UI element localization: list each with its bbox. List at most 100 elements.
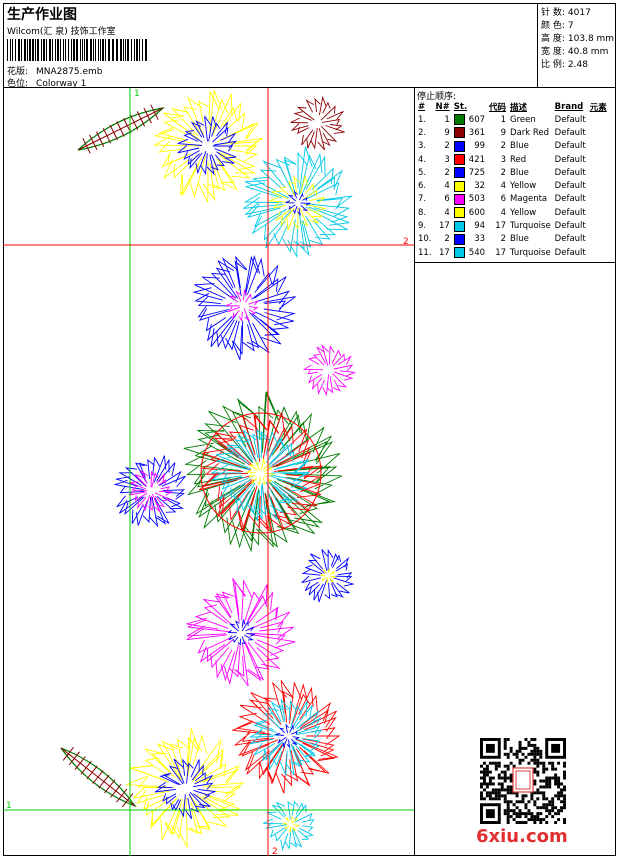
row-brand: Default xyxy=(554,234,586,245)
row-needle: 17 xyxy=(438,247,450,258)
flower-red-inner xyxy=(249,698,323,776)
row-code: 6 xyxy=(500,194,507,205)
row-swatch xyxy=(452,246,467,259)
row-description: Red xyxy=(510,154,527,165)
colorway-value: Colorway 1 xyxy=(36,79,87,89)
flower-large-turquoise xyxy=(211,428,310,523)
table-row: 2. 9 361 9 Dark Red Default xyxy=(416,126,609,139)
flower-blue-small-core xyxy=(320,568,337,585)
stat-width-label: 宽 度: xyxy=(541,47,565,57)
stat-scale-label: 比 例: xyxy=(541,60,565,70)
row-description: Magenta xyxy=(510,194,548,205)
color-swatch xyxy=(453,154,465,166)
flower-blue-small xyxy=(301,548,355,603)
flower-turquoise-top-core xyxy=(285,190,312,216)
row-brand: Default xyxy=(554,154,586,165)
color-swatch xyxy=(453,193,465,205)
flower-yellow-bottom xyxy=(126,728,244,848)
flower-large-red xyxy=(198,412,324,533)
table-row: 10. 2 33 2 Blue Default xyxy=(416,233,609,246)
row-element xyxy=(588,246,609,259)
row-brand: Default xyxy=(554,127,586,138)
row-index: 4. xyxy=(418,154,427,165)
design-file-line: 花版: MNA2875.emb xyxy=(7,64,102,77)
qr-code xyxy=(480,738,566,824)
guide-label-h1: 1 xyxy=(6,801,12,811)
row-swatch xyxy=(452,219,467,232)
flower-blue-core xyxy=(226,288,259,322)
embroidery-preview: 1 2 2 1 xyxy=(3,88,414,856)
row-index: 7. xyxy=(418,194,427,205)
row-swatch xyxy=(452,166,467,179)
color-swatch xyxy=(453,207,465,219)
row-stitches: 33 xyxy=(474,234,486,245)
row-stitches: 94 xyxy=(474,221,486,232)
watermark-logo: 6xiu.com xyxy=(476,826,568,847)
row-description: Dark Red xyxy=(510,127,550,138)
table-row: 9. 17 94 17 Turquoise Default xyxy=(416,219,609,232)
flower-turquoise-small xyxy=(263,800,315,852)
row-code: 1 xyxy=(500,114,507,125)
row-brand: Default xyxy=(554,141,586,152)
company-name: Wilcom(汇 泉) 技饰工作室 xyxy=(7,27,116,37)
flower-large-green xyxy=(183,391,342,553)
row-index: 9. xyxy=(418,221,427,232)
stat-scale: 比 例: 2.48 xyxy=(541,57,588,70)
row-needle: 2 xyxy=(444,234,450,245)
row-description: Yellow xyxy=(510,207,537,218)
row-index: 1. xyxy=(418,114,427,125)
row-needle: 4 xyxy=(444,207,450,218)
row-description: Blue xyxy=(510,167,529,178)
stat-stitches-value: 4017 xyxy=(567,8,591,18)
table-row: 8. 4 600 4 Yellow Default xyxy=(416,206,609,219)
table-header-row: # N# St. 代码 描述 Brand 元素 xyxy=(416,100,609,113)
guide-label-v1: 1 xyxy=(134,89,140,99)
stat-width-value: 40.8 mm xyxy=(567,47,609,57)
row-code: 17 xyxy=(495,221,507,232)
stat-height-label: 高 度: xyxy=(541,34,565,44)
stat-scale-value: 2.48 xyxy=(567,60,588,70)
row-swatch xyxy=(452,193,467,206)
design-stats: 针 数: 4017 颜 色: 7 高 度: 103.8 mm 宽 度: 40.8 mm … xyxy=(538,3,616,88)
col-stitches: St. xyxy=(453,101,468,112)
colorway-label: 色位: xyxy=(7,79,29,89)
row-description: Yellow xyxy=(510,181,537,192)
stat-height: 高 度: 103.8 mm xyxy=(541,31,614,44)
row-element xyxy=(588,206,609,219)
color-sequence-table: # N# St. 代码 描述 Brand 元素 1. 1 607 1 Green Defa… xyxy=(416,100,609,259)
row-element xyxy=(588,126,609,139)
row-description: Turquoise xyxy=(510,221,551,232)
row-swatch xyxy=(452,113,467,126)
flower-magenta-core xyxy=(227,618,256,646)
table-row: 4. 3 421 3 Red Default xyxy=(416,153,609,166)
guide-label-v2: 2 xyxy=(272,847,278,856)
color-swatch xyxy=(453,180,465,192)
row-stitches: 503 xyxy=(468,194,486,205)
table-row: 7. 6 503 6 Magenta Default xyxy=(416,193,609,206)
row-swatch xyxy=(452,126,467,139)
row-element xyxy=(588,140,609,153)
col-code: 代码 xyxy=(489,102,507,113)
col-brand: Brand xyxy=(554,101,584,112)
table-row: 5. 2 725 2 Blue Default xyxy=(416,166,609,179)
row-needle: 9 xyxy=(444,127,450,138)
flower-large-red-ring xyxy=(200,412,322,534)
embroidery-design-area: 1 2 2 1 xyxy=(3,88,415,856)
flower-group xyxy=(60,90,356,852)
flower-darkred-top xyxy=(290,95,345,151)
row-code: 17 xyxy=(495,247,507,258)
row-swatch xyxy=(452,153,467,166)
design-file-value: MNA2875.emb xyxy=(36,67,103,77)
stat-height-value: 103.8 mm xyxy=(567,34,615,44)
row-index: 10. xyxy=(418,234,432,245)
flower-red-core xyxy=(275,723,301,749)
guide-label-h2: 2 xyxy=(403,237,409,247)
flower-blue xyxy=(192,254,296,361)
row-needle: 6 xyxy=(444,194,450,205)
row-swatch xyxy=(452,233,467,246)
color-swatch xyxy=(453,114,465,126)
row-stitches: 607 xyxy=(468,114,486,125)
row-element xyxy=(588,153,609,166)
row-needle: 3 xyxy=(444,154,450,165)
table-row: 6. 4 32 4 Yellow Default xyxy=(416,179,609,192)
